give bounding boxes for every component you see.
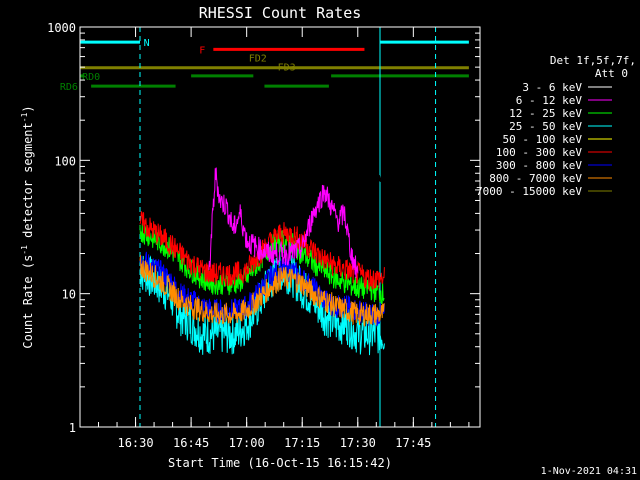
y-tick-label: 1000 [47,21,76,35]
legend-label: 12 - 25 keV [509,107,582,120]
flag-label: FD2 [249,54,267,65]
x-tick-label: 16:45 [173,436,209,450]
y-axis-label-sup2: -1 [20,112,29,122]
flag-bars: NFFD2FD3RD0RD6 [60,38,469,93]
y-tick-label: 10 [62,288,76,302]
x-tick-label: 17:30 [340,436,376,450]
x-axis: 16:30 16:45 17:00 17:15 17:30 17:45 [98,27,470,450]
legend-label: 100 - 300 keV [496,146,582,159]
legend-label: 3 - 6 keV [522,81,582,94]
flag-label: F [199,45,205,56]
x-tick-label: 16:30 [117,436,153,450]
legend-label: 25 - 50 keV [509,120,582,133]
y-axis-label-sup1: -1 [20,245,29,255]
legend-label: 7000 - 15000 keV [476,185,582,198]
series-line [208,167,359,279]
flag-label: RD6 [60,82,78,93]
legend-label: 800 - 7000 keV [489,172,582,185]
series-line [139,223,385,305]
y-tick-label: 1 [69,421,76,435]
legend-label: 50 - 100 keV [503,133,583,146]
y-axis-label: Count Rate (s-1 detector segment-1) [20,105,35,348]
chart-title: RHESSI Count Rates [199,4,362,22]
series-line [139,211,385,291]
plot-frame [79,26,481,428]
y-axis-label-mid: detector segment [21,122,35,245]
series-lines [139,148,385,356]
x-axis-label: Start Time (16-Oct-15 16:15:42) [168,456,392,470]
x-tick-label: 17:15 [284,436,320,450]
legend-label: 6 - 12 keV [516,94,583,107]
legend-header-line2: Att 0 [595,67,628,80]
series-line [139,148,385,189]
flag-label: N [144,38,150,49]
series-line [139,255,385,327]
legend-header-line1: Det 1f,5f,7f, [550,54,636,67]
y-axis-label-end: ) [21,105,35,112]
flag-label: RD0 [82,72,100,83]
y-tick-label: 100 [54,154,76,168]
timestamp: 1-Nov-2021 04:31 [541,466,637,477]
x-tick-label: 17:00 [229,436,265,450]
y-axis: 1 10 100 1000 [47,21,480,435]
x-tick-label: 17:45 [395,436,431,450]
y-axis-label-main: Count Rate (s [21,255,35,349]
legend-label: 300 - 800 keV [496,159,582,172]
